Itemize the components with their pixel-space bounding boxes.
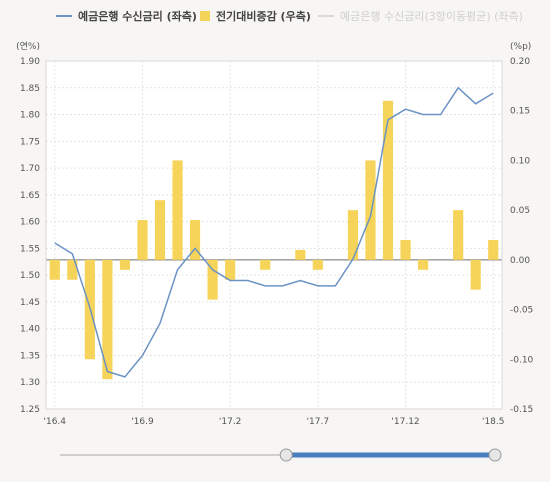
y-left-tick-label: 1.80 [20, 111, 40, 121]
y-left-tick-label: 1.55 [20, 244, 40, 254]
legend-avg-swatch [318, 15, 334, 17]
bar[interactable] [400, 239, 411, 260]
bar[interactable] [189, 220, 201, 260]
y-right-tick-label: -0.15 [510, 405, 533, 415]
legend-item-change[interactable]: 전기대비증감 (우측) [200, 8, 311, 24]
legend-bar-swatch [200, 11, 210, 21]
legend-item-rate[interactable]: 예금은행 수신금리 (좌측) [56, 8, 197, 24]
x-tick-label: '17.2 [219, 417, 242, 427]
bar[interactable] [382, 100, 394, 260]
y-right-tick-label: 0.10 [510, 156, 530, 166]
bar[interactable] [470, 259, 481, 290]
bar[interactable] [365, 160, 376, 260]
slider-handle-end[interactable] [488, 448, 502, 462]
legend-label-change: 전기대비증감 (우측) [216, 10, 311, 23]
y-right-tick-label: -0.05 [510, 306, 533, 316]
x-tick-label: '17.12 [391, 417, 419, 427]
legend: 예금은행 수신금리 (좌측) 전기대비증감 (우측) 예금은행 수신금리(3항이… [0, 0, 550, 36]
bar[interactable] [417, 259, 429, 270]
y-left-tick-label: 1.50 [20, 271, 40, 281]
y-right-tick-label: 0.15 [510, 107, 530, 117]
y-left-tick-label: 1.45 [20, 298, 40, 308]
legend-label-rate: 예금은행 수신금리 (좌측) [78, 10, 197, 23]
y-right-tick-label: -0.10 [510, 355, 534, 365]
y-left-unit-label: (연%) [16, 41, 40, 52]
bar[interactable] [207, 259, 218, 300]
bar[interactable] [488, 239, 499, 260]
y-left-tick-label: 1.70 [20, 164, 40, 174]
y-left-tick-label: 1.90 [20, 57, 40, 67]
bar[interactable] [295, 249, 306, 260]
bar[interactable] [225, 259, 236, 280]
bar[interactable] [119, 259, 131, 270]
bar[interactable] [312, 259, 323, 270]
bar[interactable] [260, 259, 271, 270]
bar[interactable] [67, 259, 78, 280]
y-right-tick-label: 0.05 [510, 206, 530, 216]
y-left-tick-label: 1.75 [20, 137, 40, 147]
y-right-tick-label: 0.20 [510, 57, 530, 67]
y-left-tick-label: 1.60 [20, 218, 40, 228]
bar[interactable] [102, 259, 113, 380]
bar[interactable] [453, 210, 464, 260]
bar[interactable] [137, 220, 148, 260]
y-left-tick-label: 1.25 [20, 405, 40, 415]
bar[interactable] [49, 259, 60, 280]
y-left-tick-label: 1.65 [20, 191, 40, 201]
x-tick-label: '18.5 [482, 417, 505, 427]
plot-area [46, 61, 502, 409]
legend-item-avg[interactable]: 예금은행 수신금리(3항이동평균) (좌측) [318, 8, 523, 24]
y-left-tick-label: 1.40 [20, 325, 40, 335]
x-tick-label: '16.9 [131, 417, 154, 427]
slider-handle-start[interactable] [279, 448, 293, 462]
legend-label-avg: 예금은행 수신금리(3항이동평균) (좌측) [340, 10, 523, 23]
y-right-unit-label: (%p) [510, 42, 531, 52]
x-tick-label: '16.4 [44, 417, 67, 427]
bar[interactable] [172, 160, 183, 260]
y-left-tick-label: 1.35 [20, 351, 40, 361]
plot-border [45, 60, 503, 410]
y-right-tick-label: 0.00 [510, 256, 530, 266]
bar[interactable] [347, 210, 359, 260]
x-tick-label: '17.7 [307, 417, 330, 427]
bar[interactable] [154, 200, 166, 260]
y-left-tick-label: 1.85 [20, 84, 40, 94]
y-left-tick-label: 1.30 [20, 378, 40, 388]
line-series[interactable] [54, 86, 494, 378]
legend-line-swatch [56, 15, 72, 17]
